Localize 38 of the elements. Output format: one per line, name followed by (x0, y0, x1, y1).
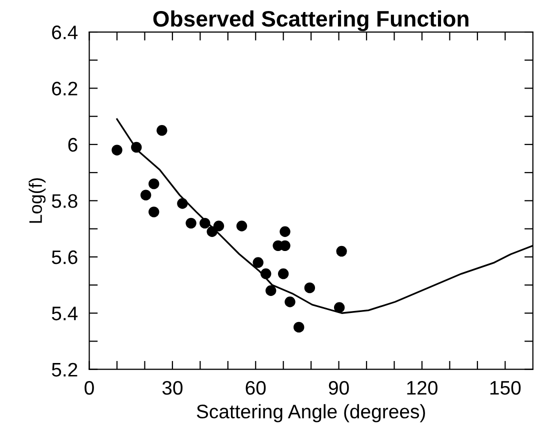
point (260, 268, 272, 280)
point (140, 190, 152, 200)
point (131, 142, 142, 153)
point (177, 198, 188, 209)
y-tick-label: 5.6 (52, 250, 78, 264)
y-tick-label: 5.8 (52, 194, 78, 208)
x-tick-label: 60 (246, 380, 266, 395)
point (148, 178, 160, 190)
point (336, 246, 347, 257)
point (304, 282, 316, 294)
point (266, 285, 276, 296)
point (148, 206, 160, 218)
point (252, 257, 264, 268)
point (112, 144, 122, 156)
y-tick-label: 5.4 (52, 306, 78, 320)
y-tick-label: 5.2 (52, 362, 78, 377)
x-tick-label: 120 (407, 380, 438, 395)
point (200, 218, 210, 229)
point (186, 218, 196, 229)
y-tick-label: 6.2 (52, 82, 78, 96)
x-tick-label: 90 (328, 380, 349, 395)
point (206, 226, 218, 237)
point (213, 220, 224, 232)
x-tick-label: 150 (490, 380, 521, 395)
point (280, 226, 290, 237)
x-tick-label: 0 (84, 380, 94, 395)
point (284, 296, 296, 308)
chart-title: Observed Scattering Function (153, 10, 468, 32)
y-tick-label: 6 (68, 138, 78, 152)
point (156, 125, 168, 136)
y-tick-label: 6.4 (52, 25, 78, 40)
point (236, 220, 248, 232)
x-axis-title: Scattering Angle (degrees) (196, 404, 425, 422)
x-tick-label: 30 (162, 380, 182, 395)
point (278, 268, 289, 280)
point (334, 302, 345, 313)
point (294, 322, 304, 333)
y-axis-title: Log(f) (28, 178, 46, 223)
